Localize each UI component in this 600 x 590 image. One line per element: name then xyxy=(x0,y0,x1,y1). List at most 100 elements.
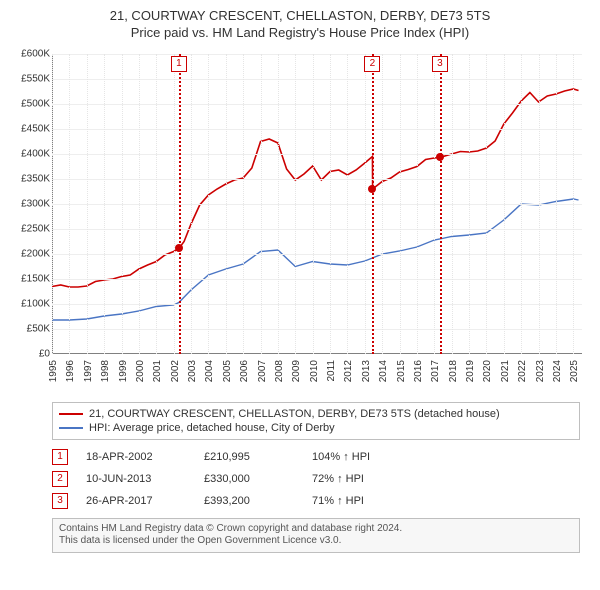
x-tick-label: 2005 xyxy=(222,360,233,382)
gridline-vertical xyxy=(434,54,435,354)
sales-table: 118-APR-2002£210,995104% ↑ HPI210-JUN-20… xyxy=(52,446,580,512)
gridline-vertical xyxy=(52,54,53,354)
plot-area: 1 2 3 xyxy=(52,54,582,354)
y-tick-label: £550K xyxy=(21,73,50,84)
x-tick-label: 1995 xyxy=(48,360,59,382)
sale-marker-line xyxy=(179,54,181,354)
x-tick-label: 2022 xyxy=(517,360,528,382)
gridline-horizontal xyxy=(52,204,582,205)
x-tick-label: 1998 xyxy=(100,360,111,382)
license-line-1: Contains HM Land Registry data © Crown c… xyxy=(59,523,573,536)
gridline-vertical xyxy=(226,54,227,354)
sales-table-row: 326-APR-2017£393,20071% ↑ HPI xyxy=(52,490,580,512)
sale-marker-line xyxy=(372,54,374,354)
y-tick-label: £50K xyxy=(27,323,50,334)
gridline-vertical xyxy=(69,54,70,354)
gridline-vertical xyxy=(295,54,296,354)
x-tick-label: 2017 xyxy=(430,360,441,382)
x-tick-label: 2016 xyxy=(413,360,424,382)
gridline-vertical xyxy=(469,54,470,354)
sales-row-price: £393,200 xyxy=(204,495,294,507)
sale-marker-box: 3 xyxy=(432,56,448,72)
gridline-horizontal xyxy=(52,279,582,280)
sales-row-marker: 1 xyxy=(52,449,68,465)
license-line-2: This data is licensed under the Open Gov… xyxy=(59,535,573,548)
x-tick-label: 2023 xyxy=(535,360,546,382)
gridline-horizontal xyxy=(52,229,582,230)
gridline-vertical xyxy=(87,54,88,354)
x-tick-label: 1996 xyxy=(65,360,76,382)
x-tick-label: 2004 xyxy=(204,360,215,382)
gridline-horizontal xyxy=(52,79,582,80)
y-tick-label: £0 xyxy=(39,348,50,359)
x-tick-label: 2010 xyxy=(309,360,320,382)
x-tick-label: 2025 xyxy=(569,360,580,382)
x-tick-label: 2008 xyxy=(274,360,285,382)
gridline-vertical xyxy=(243,54,244,354)
sales-row-pct: 104% ↑ HPI xyxy=(312,451,580,463)
sales-row-price: £210,995 xyxy=(204,451,294,463)
gridline-vertical xyxy=(104,54,105,354)
sales-row-price: £330,000 xyxy=(204,473,294,485)
gridline-vertical xyxy=(347,54,348,354)
gridline-vertical xyxy=(278,54,279,354)
gridline-vertical xyxy=(139,54,140,354)
x-tick-label: 2015 xyxy=(396,360,407,382)
y-tick-label: £250K xyxy=(21,223,50,234)
x-tick-label: 2000 xyxy=(135,360,146,382)
legend-swatch xyxy=(59,427,83,429)
gridline-vertical xyxy=(313,54,314,354)
y-tick-label: £450K xyxy=(21,123,50,134)
gridline-horizontal xyxy=(52,254,582,255)
sale-marker-dot xyxy=(175,244,183,252)
y-tick-label: £100K xyxy=(21,298,50,309)
x-tick-label: 2018 xyxy=(448,360,459,382)
x-tick-label: 2019 xyxy=(465,360,476,382)
legend-label: 21, COURTWAY CRESCENT, CHELLASTON, DERBY… xyxy=(89,408,500,420)
x-tick-label: 1999 xyxy=(118,360,129,382)
gridline-vertical xyxy=(208,54,209,354)
sales-row-pct: 71% ↑ HPI xyxy=(312,495,580,507)
sales-row-marker: 2 xyxy=(52,471,68,487)
page: 21, COURTWAY CRESCENT, CHELLASTON, DERBY… xyxy=(0,0,600,590)
x-tick-label: 2012 xyxy=(343,360,354,382)
chart: 123 £0£50K£100K£150K£200K£250K£300K£350K… xyxy=(10,46,590,396)
series-line xyxy=(52,89,579,287)
y-tick-label: £500K xyxy=(21,98,50,109)
x-tick-label: 2003 xyxy=(187,360,198,382)
title-line-1: 21, COURTWAY CRESCENT, CHELLASTON, DERBY… xyxy=(10,8,590,25)
y-tick-label: £400K xyxy=(21,148,50,159)
gridline-vertical xyxy=(504,54,505,354)
sale-marker-dot xyxy=(436,153,444,161)
sales-row-date: 18-APR-2002 xyxy=(86,451,186,463)
x-tick-label: 2020 xyxy=(482,360,493,382)
gridline-vertical xyxy=(191,54,192,354)
x-tick-label: 2013 xyxy=(361,360,372,382)
x-tick-label: 2001 xyxy=(152,360,163,382)
gridline-horizontal xyxy=(52,179,582,180)
x-tick-label: 2009 xyxy=(291,360,302,382)
gridline-vertical xyxy=(122,54,123,354)
y-tick-label: £150K xyxy=(21,273,50,284)
gridline-vertical xyxy=(452,54,453,354)
license-box: Contains HM Land Registry data © Crown c… xyxy=(52,518,580,553)
gridline-vertical xyxy=(539,54,540,354)
gridline-horizontal xyxy=(52,329,582,330)
sales-table-row: 1 18-APR-2002 £210,995 104% ↑ HPI xyxy=(52,446,580,468)
sale-marker-box: 1 xyxy=(171,56,187,72)
gridline-horizontal xyxy=(52,54,582,55)
x-tick-label: 2024 xyxy=(552,360,563,382)
sale-marker-box: 2 xyxy=(364,56,380,72)
legend: 21, COURTWAY CRESCENT, CHELLASTON, DERBY… xyxy=(52,402,580,440)
y-tick-label: £300K xyxy=(21,198,50,209)
sales-row-date: 26-APR-2017 xyxy=(86,495,186,507)
y-tick-label: £600K xyxy=(21,48,50,59)
sales-row-pct: 72% ↑ HPI xyxy=(312,473,580,485)
chart-title: 21, COURTWAY CRESCENT, CHELLASTON, DERBY… xyxy=(10,8,590,42)
gridline-vertical xyxy=(156,54,157,354)
gridline-vertical xyxy=(556,54,557,354)
x-tick-label: 2014 xyxy=(378,360,389,382)
x-tick-label: 2002 xyxy=(170,360,181,382)
series-line xyxy=(52,199,579,320)
title-line-2: Price paid vs. HM Land Registry's House … xyxy=(10,25,590,42)
